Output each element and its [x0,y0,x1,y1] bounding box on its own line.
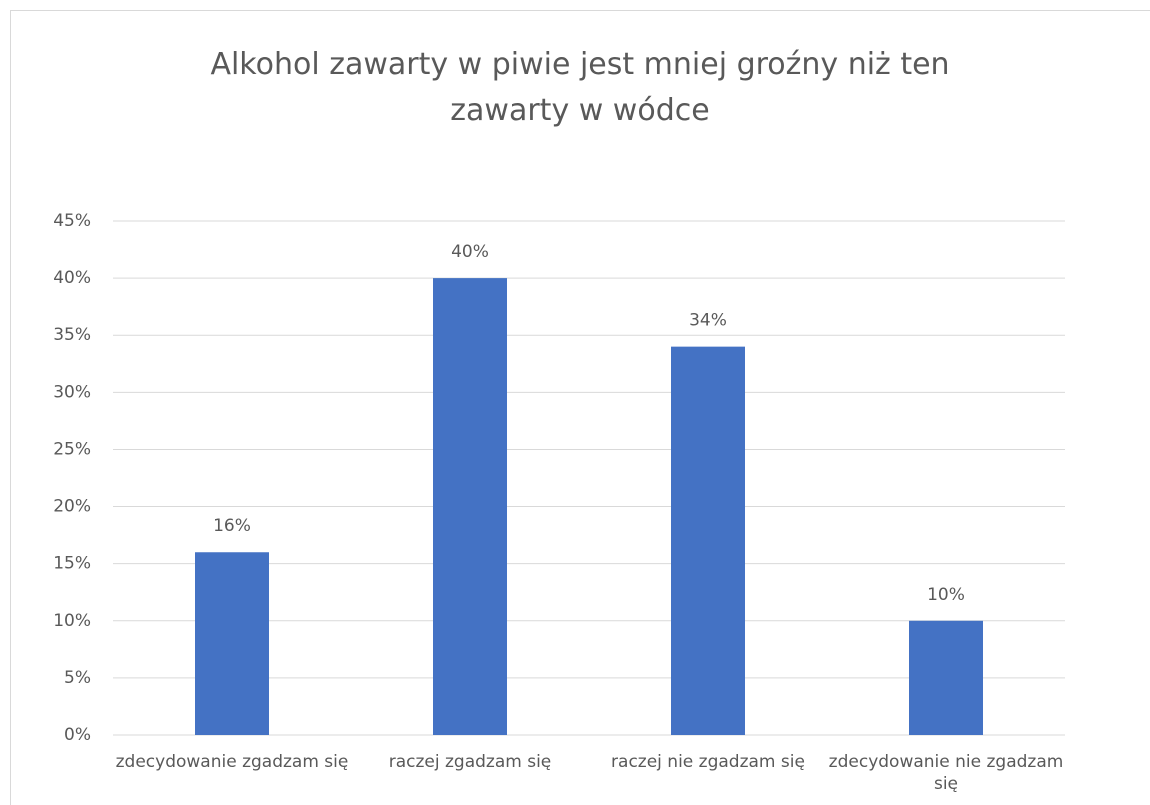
x-tick-label: zdecydowanie zgadzam się [115,752,349,772]
y-tick-label: 5% [64,668,91,688]
y-tick-label: 40% [53,268,91,288]
data-label: 40% [451,242,489,262]
data-label: 10% [927,585,965,605]
y-tick-label: 30% [53,382,91,402]
y-tick-label: 35% [53,325,91,345]
bar [433,278,507,735]
y-tick-label: 25% [53,439,91,459]
chart-frame [10,10,1150,805]
bar [671,346,745,735]
bar [195,552,269,735]
bar [909,620,983,735]
y-tick-label: 20% [53,497,91,517]
y-tick-label: 0% [64,725,91,745]
x-tick-label: raczej nie zgadzam się [611,752,805,772]
y-tick-label: 45% [53,211,91,231]
y-tick-label: 15% [53,554,91,574]
x-tick-label: zdecydowanie nie zgadzam się [828,752,1064,794]
data-label: 34% [689,311,727,331]
data-label: 16% [213,516,251,536]
y-tick-label: 10% [53,611,91,631]
chart-title: Alkohol zawarty w piwie jest mniej groźn… [210,47,950,128]
x-tick-label: raczej zgadzam się [388,752,552,772]
